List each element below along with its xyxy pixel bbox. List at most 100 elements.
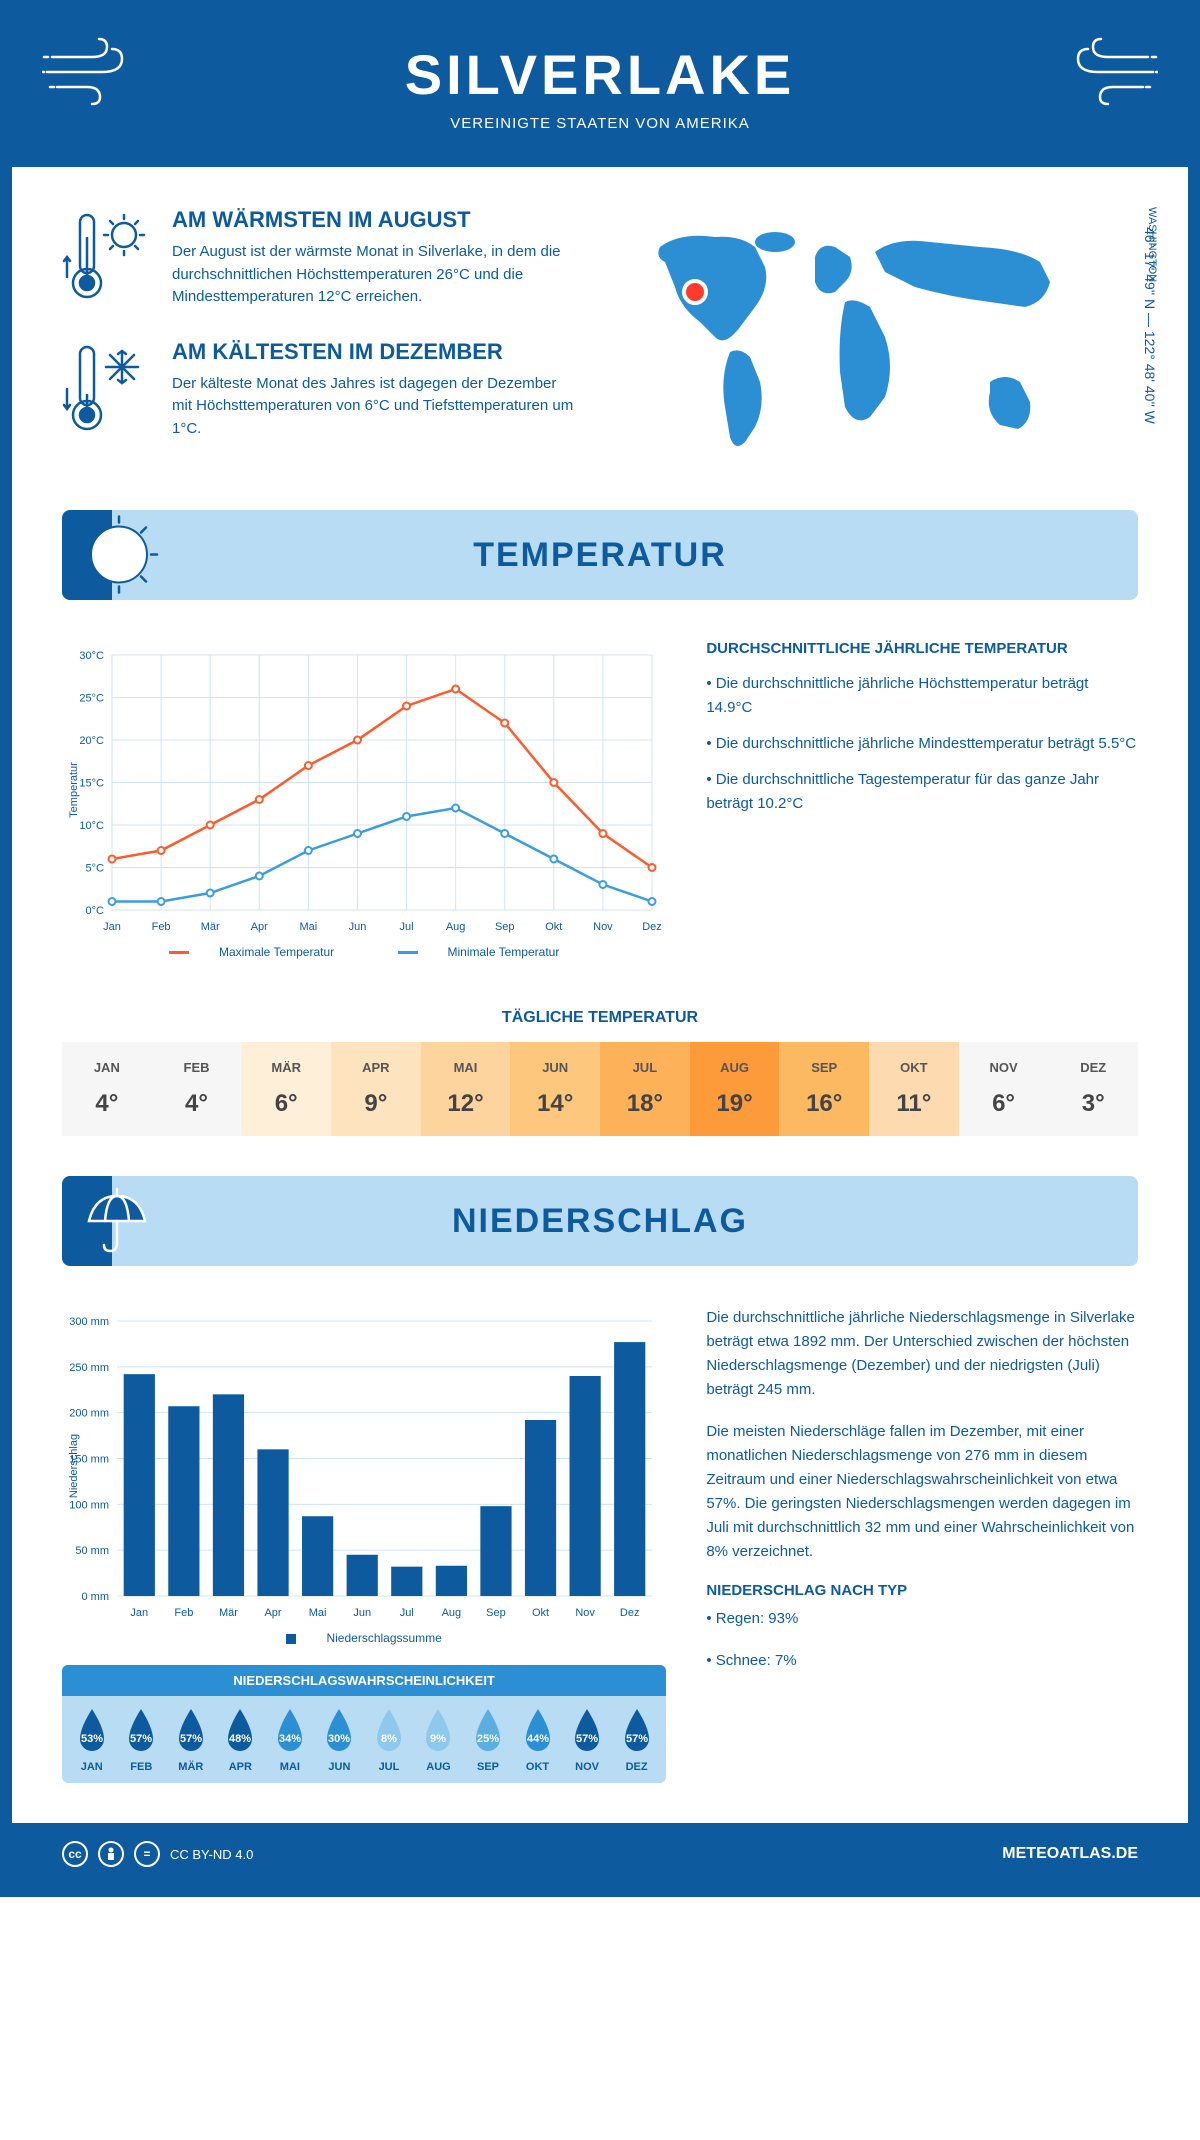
by-icon: [98, 1841, 124, 1867]
svg-text:57%: 57%: [130, 1733, 152, 1745]
svg-text:Sep: Sep: [486, 1607, 506, 1619]
svg-text:25%: 25%: [477, 1733, 499, 1745]
daily-cell: JUN14°: [510, 1042, 600, 1136]
daily-temp-table: JAN4°FEB4°MÄR6°APR9°MAI12°JUN14°JUL18°AU…: [62, 1042, 1138, 1136]
svg-text:34%: 34%: [279, 1733, 301, 1745]
svg-text:Aug: Aug: [446, 921, 466, 933]
svg-text:Okt: Okt: [545, 921, 562, 933]
svg-text:Temperatur: Temperatur: [68, 762, 80, 818]
svg-text:48%: 48%: [229, 1733, 251, 1745]
prob-cell: 57%DEZ: [612, 1706, 662, 1773]
svg-text:8%: 8%: [381, 1733, 397, 1745]
prob-cell: 25%SEP: [463, 1706, 513, 1773]
precipitation-chart: 0 mm50 mm100 mm150 mm200 mm250 mm300 mmJ…: [62, 1306, 666, 1645]
svg-text:Mär: Mär: [219, 1607, 238, 1619]
site-name: METEOATLAS.DE: [1002, 1845, 1138, 1863]
daily-title: TÄGLICHE TEMPERATUR: [12, 1009, 1188, 1027]
daily-cell: JAN4°: [62, 1042, 152, 1136]
svg-text:Nov: Nov: [575, 1607, 595, 1619]
license-text: CC BY-ND 4.0: [170, 1847, 253, 1862]
svg-text:0°C: 0°C: [86, 905, 105, 917]
svg-text:25°C: 25°C: [79, 693, 104, 705]
prob-cell: 30%JUN: [315, 1706, 365, 1773]
precip-type-title: NIEDERSCHLAG NACH TYP: [706, 1582, 1138, 1599]
svg-text:200 mm: 200 mm: [69, 1408, 109, 1420]
svg-text:Feb: Feb: [174, 1607, 193, 1619]
svg-text:44%: 44%: [527, 1733, 549, 1745]
svg-text:57%: 57%: [180, 1733, 202, 1745]
daily-cell: MÄR6°: [241, 1042, 331, 1136]
daily-cell: SEP16°: [779, 1042, 869, 1136]
temp-bullet-1: • Die durchschnittliche jährliche Höchst…: [706, 672, 1138, 720]
daily-cell: MAI12°: [421, 1042, 511, 1136]
svg-text:Jul: Jul: [400, 921, 414, 933]
svg-text:10°C: 10°C: [79, 820, 104, 832]
temperature-chart: 0°C5°C10°C15°C20°C25°C30°CJanFebMärAprMa…: [62, 640, 666, 959]
svg-text:20°C: 20°C: [79, 735, 104, 747]
svg-text:Jan: Jan: [130, 1607, 148, 1619]
coldest-text: Der kälteste Monat des Jahres ist dagege…: [172, 373, 580, 441]
precip-para-2: Die meisten Niederschläge fallen im Deze…: [706, 1420, 1138, 1564]
svg-text:9%: 9%: [431, 1733, 447, 1745]
svg-text:Sep: Sep: [495, 921, 515, 933]
svg-text:300 mm: 300 mm: [69, 1316, 109, 1328]
precip-type-1: • Regen: 93%: [706, 1607, 1138, 1631]
svg-text:0 mm: 0 mm: [82, 1591, 110, 1603]
precipitation-title: NIEDERSCHLAG: [452, 1202, 748, 1241]
prob-cell: 34%MAI: [265, 1706, 315, 1773]
svg-text:53%: 53%: [81, 1733, 103, 1745]
page-subtitle: VEREINIGTE STAATEN VON AMERIKA: [32, 115, 1168, 132]
wind-icon-left: [42, 37, 142, 107]
intro-section: AM WÄRMSTEN IM AUGUST Der August ist der…: [12, 167, 1188, 510]
svg-text:Mär: Mär: [201, 921, 220, 933]
temp-legend: Maximale Temperatur Minimale Temperatur: [62, 945, 666, 959]
precip-para-1: Die durchschnittliche jährliche Niedersc…: [706, 1306, 1138, 1402]
prob-cell: 44%OKT: [513, 1706, 563, 1773]
thermometer-snow-icon: [62, 339, 152, 441]
thermometer-sun-icon: [62, 207, 152, 309]
page-container: SILVERLAKE VEREINIGTE STAATEN VON AMERIK…: [0, 0, 1200, 1897]
svg-text:Aug: Aug: [442, 1607, 462, 1619]
svg-text:30°C: 30°C: [79, 650, 104, 662]
sun-icon: [77, 513, 162, 598]
svg-text:Okt: Okt: [532, 1607, 549, 1619]
svg-text:Nov: Nov: [593, 921, 613, 933]
prob-cell: 53%JAN: [67, 1706, 117, 1773]
warmest-title: AM WÄRMSTEN IM AUGUST: [172, 207, 580, 233]
precipitation-header: NIEDERSCHLAG: [62, 1176, 1138, 1266]
warmest-text: Der August ist der wärmste Monat in Silv…: [172, 241, 580, 309]
precipitation-info: Die durchschnittliche jährliche Niedersc…: [706, 1306, 1138, 1783]
svg-text:50 mm: 50 mm: [75, 1545, 109, 1557]
svg-text:Jun: Jun: [349, 921, 367, 933]
footer: cc = CC BY-ND 4.0 METEOATLAS.DE: [12, 1823, 1188, 1885]
prob-cell: 57%NOV: [562, 1706, 612, 1773]
svg-text:Mai: Mai: [299, 921, 317, 933]
svg-text:57%: 57%: [576, 1733, 598, 1745]
temp-bullet-3: • Die durchschnittliche Tagestemperatur …: [706, 768, 1138, 816]
coldest-block: AM KÄLTESTEN IM DEZEMBER Der kälteste Mo…: [62, 339, 580, 441]
prob-cell: 57%MÄR: [166, 1706, 216, 1773]
svg-text:Mai: Mai: [309, 1607, 327, 1619]
svg-text:Feb: Feb: [152, 921, 171, 933]
prob-cell: 48%APR: [216, 1706, 266, 1773]
cc-icon: cc: [62, 1841, 88, 1867]
svg-text:5°C: 5°C: [86, 863, 105, 875]
temp-info-title: DURCHSCHNITTLICHE JÄHRLICHE TEMPERATUR: [706, 640, 1138, 657]
prob-cell: 57%FEB: [117, 1706, 167, 1773]
svg-text:Jan: Jan: [103, 921, 121, 933]
svg-text:Jun: Jun: [353, 1607, 371, 1619]
warmest-block: AM WÄRMSTEN IM AUGUST Der August ist der…: [62, 207, 580, 309]
daily-cell: NOV6°: [959, 1042, 1049, 1136]
coldest-title: AM KÄLTESTEN IM DEZEMBER: [172, 339, 580, 365]
probability-title: NIEDERSCHLAGSWAHRSCHEINLICHKEIT: [62, 1665, 666, 1696]
world-map: WASHINGTON 46° 17' 49'' N — 122° 48' 40'…: [620, 207, 1138, 470]
page-title: SILVERLAKE: [32, 42, 1168, 107]
svg-text:Niederschlag: Niederschlag: [68, 1434, 80, 1498]
svg-text:30%: 30%: [328, 1733, 350, 1745]
precip-type-2: • Schnee: 7%: [706, 1649, 1138, 1673]
svg-text:Apr: Apr: [251, 921, 268, 933]
svg-text:Apr: Apr: [264, 1607, 281, 1619]
daily-cell: APR9°: [331, 1042, 421, 1136]
svg-text:Dez: Dez: [620, 1607, 640, 1619]
umbrella-icon: [77, 1181, 157, 1261]
